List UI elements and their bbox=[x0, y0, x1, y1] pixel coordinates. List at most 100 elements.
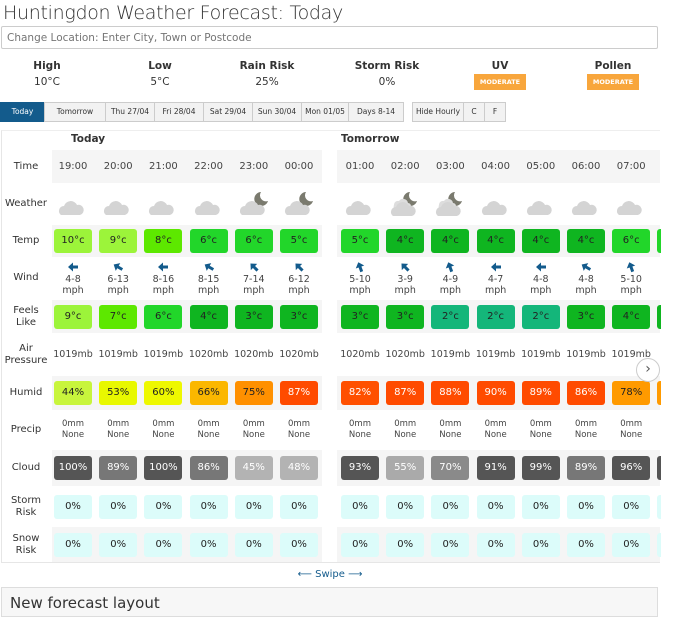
precipitation: 0mm None bbox=[620, 419, 643, 440]
feels-like-cell: 3°c bbox=[280, 304, 318, 329]
footer-text: New forecast layout bbox=[10, 594, 160, 612]
tab-sat-29-04[interactable]: Sat 29/04 bbox=[203, 102, 253, 122]
row-background bbox=[52, 300, 322, 333]
wind-arrow-icon bbox=[203, 261, 215, 276]
storm-risk-cell: 0% bbox=[144, 495, 183, 519]
feels-like-cell: 3°c bbox=[234, 304, 273, 329]
footer-notice: New forecast layout bbox=[1, 587, 658, 617]
storm-risk-cell: 0% bbox=[431, 495, 470, 519]
row-label: Snow Risk bbox=[12, 532, 40, 556]
row-label: Feels Like bbox=[13, 304, 39, 328]
tab-fri-28-04[interactable]: Fri 28/04 bbox=[154, 102, 204, 122]
row-label: Wind bbox=[13, 271, 39, 283]
feels-like-cell: 2°c bbox=[521, 304, 560, 329]
summary-label: High bbox=[33, 60, 61, 72]
cloud-icon bbox=[146, 190, 180, 221]
option-c[interactable]: C bbox=[463, 102, 485, 122]
partial-cell bbox=[657, 456, 662, 480]
temperature-cell: 4°c bbox=[521, 229, 560, 253]
row-background bbox=[52, 376, 322, 410]
moon-clouds-icon bbox=[433, 190, 467, 221]
row-label: Temp bbox=[12, 235, 40, 246]
air-pressure: 1019mb bbox=[521, 349, 561, 360]
row-label: Weather bbox=[4, 197, 48, 209]
snow-risk-cell: 0% bbox=[189, 532, 228, 557]
option-f[interactable]: F bbox=[484, 102, 506, 122]
wind-arrow-icon bbox=[625, 261, 637, 276]
hour-time: 06:00 bbox=[571, 160, 601, 172]
air-pressure: 1020mb bbox=[340, 349, 380, 360]
feels-like-cell: 3°c bbox=[567, 304, 605, 329]
partial-cell bbox=[657, 532, 662, 557]
storm-risk-cell: 0% bbox=[386, 495, 425, 519]
option-hide-hourly[interactable]: Hide Hourly bbox=[412, 102, 464, 122]
air-pressure: 1019mb bbox=[98, 349, 138, 360]
humidity-cell: 90% bbox=[476, 381, 515, 405]
precipitation: 0mm None bbox=[287, 419, 311, 440]
precipitation: 0mm None bbox=[61, 419, 85, 440]
tab-mon-01-05[interactable]: Mon 01/05 bbox=[301, 102, 349, 122]
hour-time: 01:00 bbox=[345, 160, 375, 172]
temperature-cell: 4°c bbox=[386, 229, 425, 253]
storm-risk-cell: 0% bbox=[341, 495, 379, 519]
cloud-icon bbox=[343, 190, 377, 221]
row-background bbox=[52, 527, 322, 562]
wind-speed: 4-7 mph bbox=[484, 274, 507, 296]
cloud-cell: 86% bbox=[189, 456, 228, 480]
tab-tomorrow[interactable]: Tomorrow bbox=[44, 102, 106, 122]
air-pressure: 1019mb bbox=[566, 349, 606, 360]
temperature-cell: 8°c bbox=[144, 229, 183, 253]
wind-arrow-icon bbox=[293, 261, 305, 276]
feels-like-cell: 7°c bbox=[99, 304, 138, 329]
air-pressure: 1020mb bbox=[188, 349, 229, 360]
snow-risk-cell: 0% bbox=[341, 532, 379, 557]
temperature-cell: 6°c bbox=[234, 229, 273, 253]
wind-arrow-icon bbox=[112, 261, 124, 276]
cloud-icon bbox=[524, 190, 558, 221]
row-background bbox=[52, 450, 322, 486]
hour-time: 07:00 bbox=[616, 160, 646, 172]
day-label: Today bbox=[71, 133, 106, 145]
wind-speed: 8-16 mph bbox=[152, 274, 175, 296]
hour-time: 20:00 bbox=[103, 160, 133, 172]
wind-arrow-icon bbox=[248, 261, 260, 276]
tab-today[interactable]: Today bbox=[0, 102, 45, 122]
row-label: Humid bbox=[9, 387, 43, 398]
cloud-cell: 89% bbox=[99, 456, 138, 480]
snow-risk-cell: 0% bbox=[99, 532, 138, 557]
tab-thu-27-04[interactable]: Thu 27/04 bbox=[105, 102, 155, 122]
summary-rain-risk: Rain Risk 25% bbox=[227, 60, 307, 88]
hour-time: 23:00 bbox=[239, 160, 269, 172]
snow-risk-cell: 0% bbox=[280, 532, 318, 557]
cloud-cell: 93% bbox=[341, 456, 379, 480]
precipitation: 0mm None bbox=[242, 419, 265, 440]
snow-risk-cell: 0% bbox=[234, 532, 273, 557]
scroll-right-button[interactable]: › bbox=[636, 358, 660, 382]
temperature-cell: 4°c bbox=[431, 229, 470, 253]
temperature-cell: 10°c bbox=[54, 229, 92, 253]
storm-risk-cell: 0% bbox=[567, 495, 605, 519]
row-background bbox=[52, 150, 322, 183]
tab-days-8-14[interactable]: Days 8-14 bbox=[348, 102, 404, 122]
storm-risk-cell: 0% bbox=[476, 495, 515, 519]
precipitation: 0mm None bbox=[574, 419, 598, 440]
row-label: Storm Risk bbox=[10, 495, 42, 518]
precipitation: 0mm None bbox=[484, 419, 507, 440]
summary-value: 25% bbox=[255, 76, 279, 88]
air-pressure: 1020mb bbox=[279, 349, 319, 360]
humidity-cell: 89% bbox=[521, 381, 560, 405]
wind-speed: 5-10 mph bbox=[620, 274, 642, 296]
precipitation: 0mm None bbox=[439, 419, 462, 440]
cloud-icon bbox=[101, 190, 135, 221]
row-label: Cloud bbox=[11, 462, 41, 473]
storm-risk-cell: 0% bbox=[99, 495, 138, 519]
partial-cell bbox=[657, 229, 662, 253]
location-search-input[interactable] bbox=[1, 26, 658, 49]
hour-time: 22:00 bbox=[194, 160, 224, 172]
humidity-cell: 44% bbox=[54, 381, 92, 405]
storm-risk-cell: 0% bbox=[521, 495, 560, 519]
feels-like-cell: 4°c bbox=[189, 304, 228, 329]
tab-sun-30-04[interactable]: Sun 30/04 bbox=[252, 102, 302, 122]
temperature-cell: 6°c bbox=[189, 229, 228, 253]
precipitation: 0mm None bbox=[348, 419, 372, 440]
